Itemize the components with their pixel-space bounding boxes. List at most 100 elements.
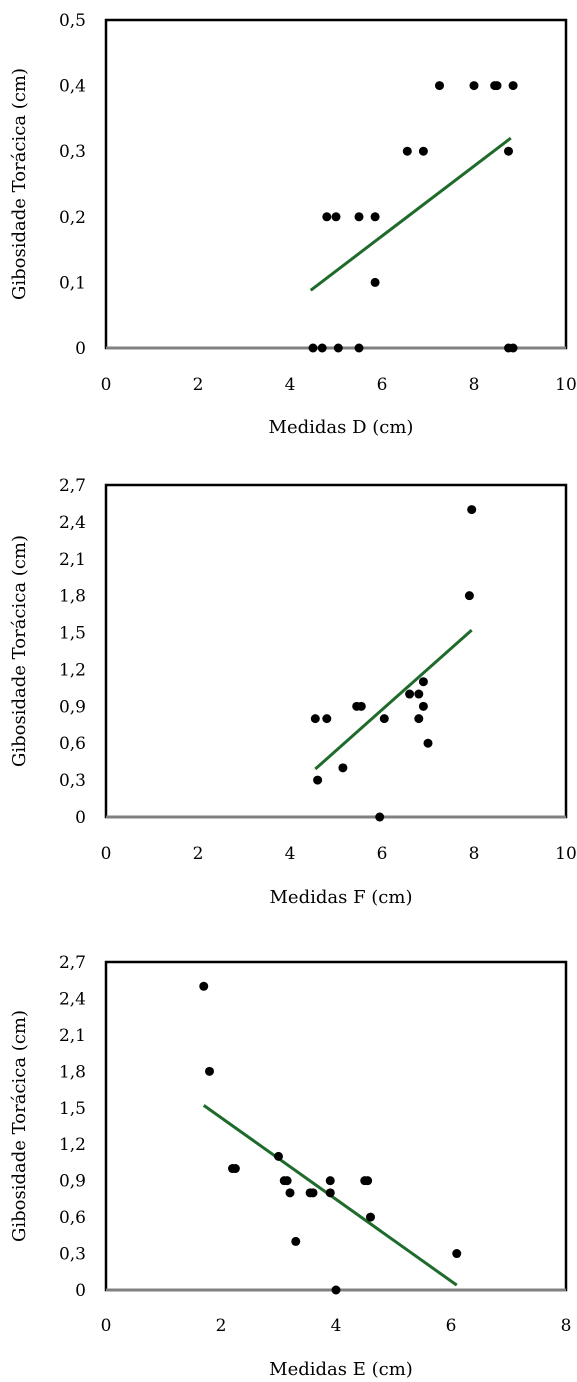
data-point bbox=[375, 812, 385, 822]
x-tick-label: 8 bbox=[561, 1316, 572, 1336]
scatter-chart-2: 0 0,3 0,6 0,9 1,2 1,5 1,8 2,1 2,4 2,7 0 2 4 6 8 10 Medid… bbox=[9, 476, 577, 908]
x-tick-label: 4 bbox=[285, 375, 296, 395]
y-tick-label: 1,2 bbox=[59, 1135, 86, 1155]
y-tick-label: 0,6 bbox=[59, 734, 86, 754]
x-tick-label: 0 bbox=[101, 1316, 112, 1336]
plot-area-frame bbox=[104, 483, 568, 819]
x-tick-label: 8 bbox=[469, 375, 480, 395]
data-point bbox=[325, 1188, 335, 1198]
plot-area-frame bbox=[104, 960, 568, 1292]
x-tick-label: 4 bbox=[331, 1316, 342, 1336]
data-point bbox=[402, 146, 412, 156]
data-point bbox=[356, 701, 366, 711]
data-point bbox=[317, 343, 327, 353]
y-tick-label: 2,1 bbox=[59, 1026, 86, 1046]
data-point bbox=[308, 343, 318, 353]
data-point bbox=[370, 277, 380, 287]
data-point bbox=[418, 701, 428, 711]
y-tick-label: 1,2 bbox=[59, 660, 86, 680]
data-point bbox=[230, 1164, 240, 1174]
data-point bbox=[274, 1151, 283, 1161]
y-tick-label: 1,5 bbox=[59, 624, 86, 644]
y-tick-label: 0 bbox=[75, 339, 86, 359]
data-point bbox=[282, 1176, 292, 1186]
data-point bbox=[322, 212, 332, 222]
plot-area-frame bbox=[104, 18, 568, 350]
x-tick-label: 0 bbox=[101, 375, 112, 395]
y-tick-label: 0,5 bbox=[59, 11, 86, 31]
trendline bbox=[309, 136, 512, 292]
data-point bbox=[464, 591, 474, 601]
data-point bbox=[333, 343, 343, 353]
y-tick-label: 0,3 bbox=[59, 142, 86, 162]
data-point bbox=[418, 677, 428, 687]
data-point bbox=[435, 81, 444, 91]
data-point bbox=[331, 212, 341, 222]
data-point bbox=[452, 1249, 462, 1259]
scatter-chart-1: 0 0,1 0,2 0,3 0,4 0,5 0 2 4 6 8 10 Medidas D (cm) Gib… bbox=[9, 11, 577, 438]
data-point bbox=[322, 714, 332, 724]
data-point bbox=[469, 81, 479, 91]
x-tick-label: 0 bbox=[101, 844, 112, 864]
data-point bbox=[423, 738, 433, 748]
data-point bbox=[492, 81, 502, 91]
data-point bbox=[370, 212, 380, 222]
y-tick-label: 0 bbox=[75, 808, 86, 828]
data-point bbox=[379, 714, 389, 724]
data-point bbox=[291, 1236, 301, 1246]
y-tick-label: 0,3 bbox=[59, 771, 86, 791]
data-point bbox=[325, 1176, 335, 1186]
data-point bbox=[338, 763, 348, 773]
scatter-chart-3: 0 0,3 0,6 0,9 1,2 1,5 1,8 2,1 2,4 2,7 0 2 4 6 8 Medidas… bbox=[9, 953, 571, 1380]
y-tick-label: 0,4 bbox=[59, 77, 86, 97]
x-tick-label: 6 bbox=[446, 1316, 457, 1336]
y-tick-label: 0,3 bbox=[59, 1245, 86, 1265]
y-tick-label: 0,9 bbox=[59, 1172, 86, 1192]
x-tick-label: 10 bbox=[555, 375, 577, 395]
data-point bbox=[414, 714, 424, 724]
data-point bbox=[414, 689, 424, 699]
x-tick-label: 8 bbox=[469, 844, 480, 864]
y-tick-label: 0,6 bbox=[59, 1208, 86, 1228]
data-point bbox=[508, 343, 518, 353]
y-tick-label: 2,1 bbox=[59, 550, 86, 570]
data-point bbox=[313, 775, 323, 785]
data-point bbox=[467, 505, 477, 515]
y-tick-label: 2,7 bbox=[59, 476, 86, 496]
x-axis-title: Medidas F (cm) bbox=[270, 887, 413, 908]
y-tick-label: 1,8 bbox=[59, 1062, 86, 1082]
data-point bbox=[366, 1212, 375, 1222]
x-tick-label: 10 bbox=[555, 844, 577, 864]
x-tick-label: 4 bbox=[285, 844, 296, 864]
y-tick-label: 0 bbox=[75, 1281, 86, 1301]
y-tick-label: 1,5 bbox=[59, 1099, 86, 1119]
y-tick-label: 2,7 bbox=[59, 953, 86, 973]
y-tick-label: 2,4 bbox=[59, 513, 86, 533]
y-axis-title: Gibosidade Torácica (cm) bbox=[9, 68, 30, 300]
y-tick-label: 1,8 bbox=[59, 587, 86, 607]
data-point bbox=[354, 343, 364, 353]
data-point bbox=[331, 1285, 341, 1295]
x-tick-label: 6 bbox=[377, 844, 388, 864]
data-point bbox=[354, 212, 364, 222]
x-axis-title: Medidas D (cm) bbox=[269, 417, 414, 438]
data-point bbox=[199, 981, 209, 991]
y-axis-title: Gibosidade Torácica (cm) bbox=[9, 1010, 30, 1242]
x-tick-label: 2 bbox=[193, 375, 204, 395]
y-tick-label: 0,1 bbox=[59, 273, 86, 293]
y-tick-label: 0,2 bbox=[59, 208, 86, 228]
data-point bbox=[205, 1066, 214, 1076]
y-axis-title: Gibosidade Torácica (cm) bbox=[9, 535, 30, 767]
data-point bbox=[363, 1176, 373, 1186]
data-point bbox=[308, 1188, 318, 1198]
y-tick-label: 2,4 bbox=[59, 989, 86, 1009]
data-point bbox=[310, 714, 320, 724]
y-tick-label: 0,9 bbox=[59, 697, 86, 717]
data-point bbox=[418, 146, 428, 156]
x-axis-title: Medidas E (cm) bbox=[269, 1359, 413, 1380]
data-point bbox=[508, 81, 518, 91]
x-tick-label: 6 bbox=[377, 375, 388, 395]
trendline bbox=[314, 628, 473, 771]
data-point bbox=[504, 146, 513, 156]
